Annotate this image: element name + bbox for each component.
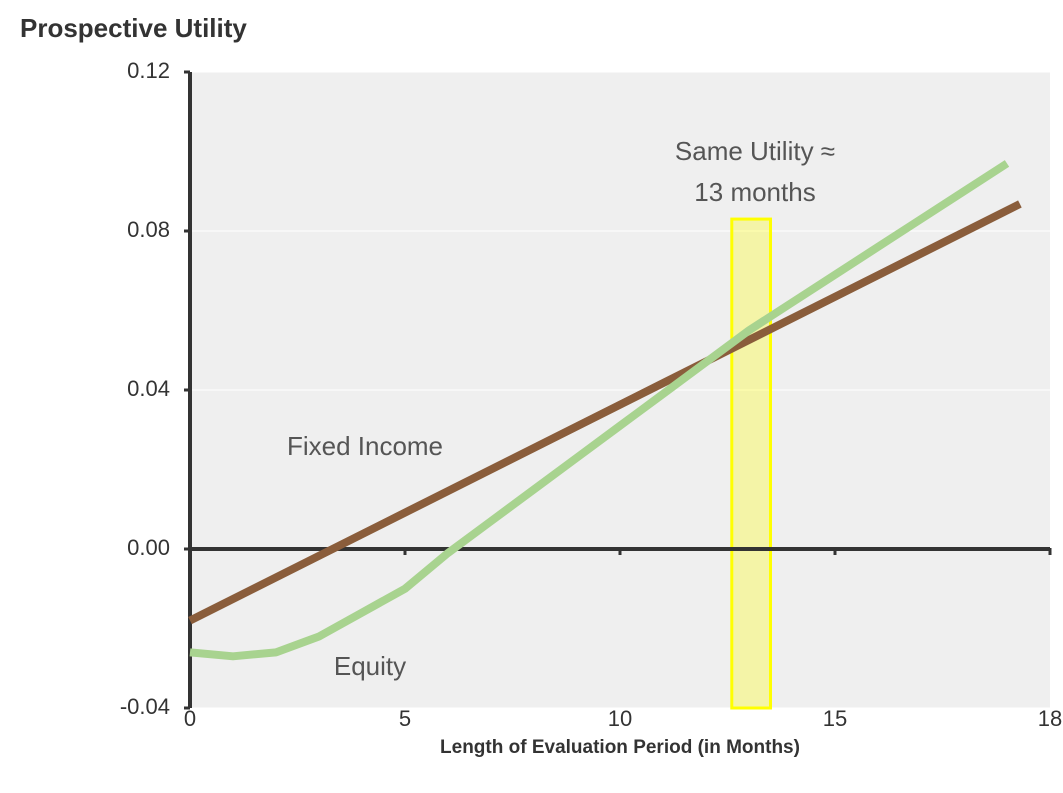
- x-axis-label: Length of Evaluation Period (in Months): [440, 737, 800, 758]
- y-tick-label: 0.12: [127, 58, 170, 83]
- annotation: Same Utility ≈: [675, 136, 835, 166]
- series-label: Fixed Income: [287, 431, 443, 461]
- y-tick-label: -0.04: [120, 694, 170, 719]
- x-tick-label: 0: [184, 706, 196, 731]
- x-tick-label: 5: [399, 706, 411, 731]
- y-tick-label: 0.04: [127, 376, 170, 401]
- highlight-box: [730, 217, 772, 710]
- x-tick-label: 15: [823, 706, 847, 731]
- y-tick-label: 0.00: [127, 535, 170, 560]
- series-label: Equity: [334, 651, 406, 681]
- x-tick-label: 10: [608, 706, 632, 731]
- line: [188, 200, 1022, 625]
- line: [189, 160, 1010, 661]
- chart-title: Prospective Utility: [20, 13, 247, 43]
- x-tick-label: 18: [1038, 706, 1062, 731]
- y-tick-label: 0.08: [127, 217, 170, 242]
- annotation: 13 months: [694, 177, 815, 207]
